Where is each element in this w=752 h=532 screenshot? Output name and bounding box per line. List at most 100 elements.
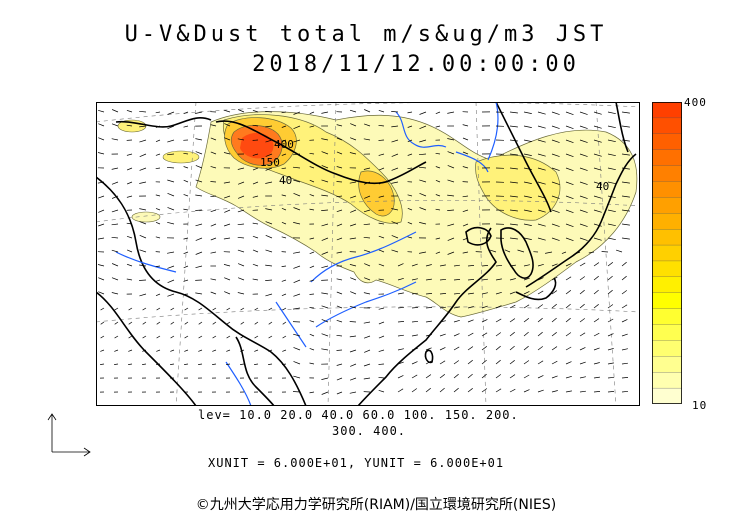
wind-vector — [607, 362, 614, 365]
wind-vector — [467, 332, 474, 337]
wind-vector — [593, 304, 599, 309]
wind-vector — [126, 153, 133, 156]
wind-vector — [281, 111, 287, 114]
wind-vector — [545, 251, 553, 254]
colorbar-box — [652, 102, 682, 119]
wind-vector — [111, 181, 119, 185]
wind-vector — [523, 304, 530, 309]
wind-vector — [321, 138, 329, 141]
wind-vector — [607, 318, 614, 323]
wind-vector — [551, 153, 560, 157]
wind-vector — [309, 307, 315, 309]
wind-vector — [453, 346, 460, 351]
wind-vector — [607, 153, 616, 157]
wind-vector — [467, 319, 474, 323]
wind-vector — [481, 278, 488, 281]
wind-vector — [265, 234, 273, 239]
wind-vector — [419, 207, 427, 211]
wind-vector — [111, 236, 119, 239]
wind-vector — [350, 209, 357, 213]
wind-vector — [237, 109, 245, 113]
contour-levels-line1: lev= 10.0 20.0 40.0 60.0 100. 150. 200. — [198, 408, 519, 422]
wind-vector — [155, 293, 161, 297]
wind-vector — [481, 346, 488, 351]
wind-vector — [321, 391, 329, 395]
wind-vector — [537, 111, 546, 115]
wind-vector — [100, 349, 105, 352]
wind-vector — [453, 387, 459, 393]
wind-vector — [537, 167, 546, 171]
wind-vector — [336, 237, 343, 241]
wind-vector — [378, 363, 385, 365]
wind-vector — [419, 111, 427, 115]
wind-vector — [509, 360, 515, 365]
wind-vector — [155, 221, 161, 225]
wind-vector — [237, 138, 245, 141]
wind-vector — [139, 167, 147, 171]
wind-vector — [139, 110, 147, 113]
wind-vector — [195, 194, 203, 197]
wind-vector — [111, 138, 119, 141]
wind-vector — [607, 304, 614, 309]
wind-vector — [363, 292, 371, 295]
wind-vector — [155, 167, 161, 170]
wind-vector — [156, 307, 161, 311]
wind-vector — [184, 349, 189, 352]
wind-vector — [183, 111, 189, 115]
wind-vector — [98, 123, 105, 127]
wind-vector — [98, 223, 105, 227]
wind-vector — [142, 349, 147, 352]
wind-vector — [419, 179, 427, 183]
wind-vector — [593, 347, 600, 351]
wind-vector — [349, 195, 357, 199]
wind-vector — [183, 152, 189, 155]
wind-vector — [321, 237, 329, 241]
wind-vector — [350, 277, 357, 281]
wind-vector — [453, 373, 459, 379]
wind-vector — [336, 349, 343, 351]
wind-vector — [447, 251, 455, 255]
wind-vector — [551, 317, 557, 323]
colorbar-box — [652, 229, 682, 246]
wind-vector — [167, 192, 175, 197]
wind-vector — [195, 165, 203, 169]
wind-vector — [126, 235, 133, 239]
wind-vector — [363, 123, 371, 127]
wind-vector — [607, 391, 615, 393]
rivers — [115, 102, 499, 406]
wind-vector — [621, 209, 630, 212]
wind-vector — [378, 349, 385, 352]
wind-vector — [210, 195, 217, 198]
wind-vector — [509, 291, 516, 295]
wind-vector — [170, 335, 175, 339]
vector-units: XUNIT = 6.000E+01, YUNIT = 6.000E+01 — [208, 456, 505, 470]
wind-vector — [579, 153, 588, 157]
wind-vector — [126, 222, 133, 225]
reference-vector-axes — [47, 413, 91, 457]
wind-vector — [621, 319, 628, 323]
wind-vector — [607, 139, 616, 143]
wind-vector — [509, 209, 518, 212]
wind-vector — [621, 275, 627, 281]
wind-vector — [240, 363, 245, 365]
wind-vector — [447, 165, 455, 169]
wind-vector — [621, 111, 630, 114]
wind-vector — [98, 195, 105, 199]
wind-vector — [321, 194, 329, 197]
wind-vector — [293, 333, 301, 337]
wind-vector — [265, 125, 273, 128]
wind-vector — [407, 125, 413, 128]
wind-vector — [551, 237, 560, 241]
wind-vector — [397, 348, 404, 351]
wind-vector — [565, 390, 572, 393]
wind-vector — [363, 138, 371, 141]
wind-vector — [237, 181, 245, 185]
wind-vector — [523, 264, 530, 267]
wind-vector — [309, 208, 315, 211]
wind-vector — [439, 347, 446, 351]
wind-vector — [397, 361, 404, 365]
wind-vector — [551, 195, 560, 199]
wind-vector — [336, 363, 343, 366]
wind-vector — [224, 277, 231, 281]
wind-vector — [349, 335, 357, 338]
